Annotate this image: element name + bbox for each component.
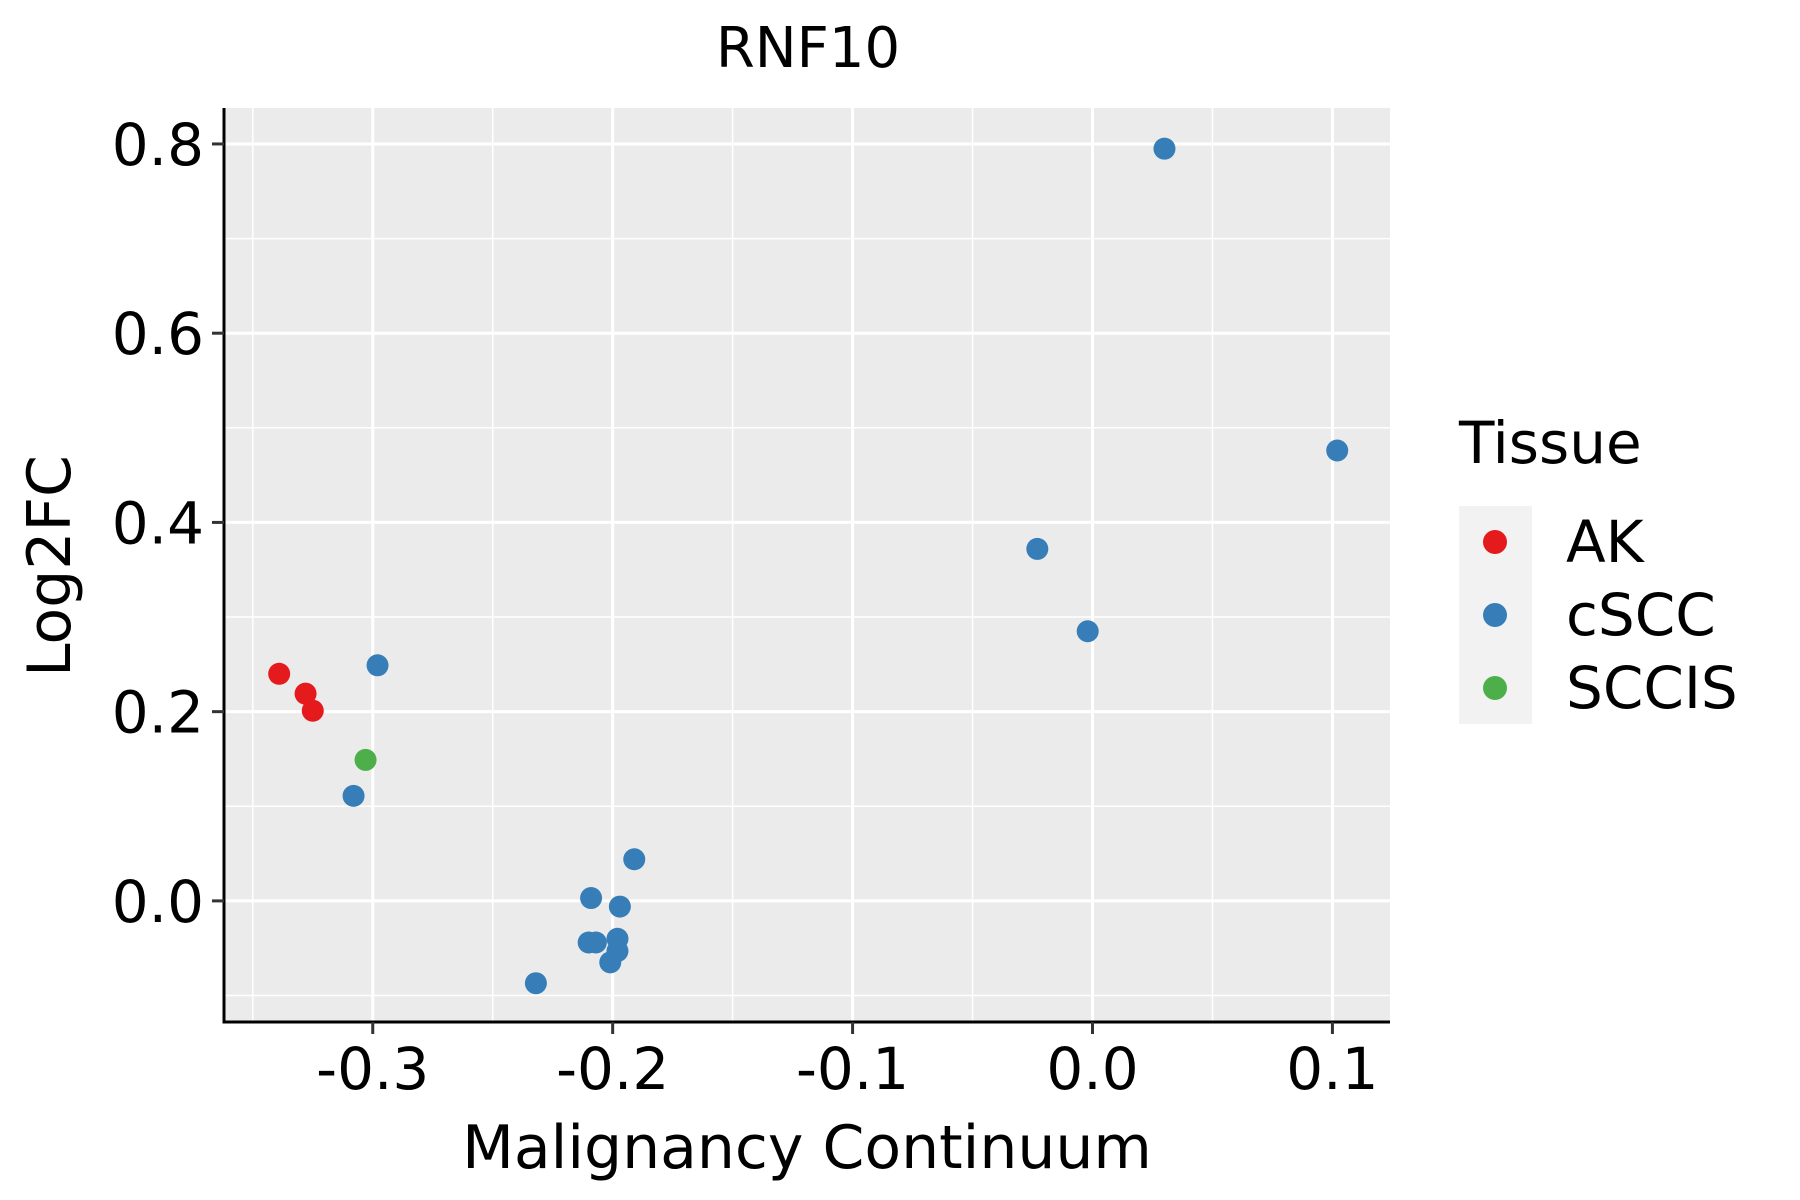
x-axis-ticks: -0.3 -0.2 -0.1 0.0 0.1 <box>316 1022 1379 1103</box>
legend-key-cscc <box>1483 603 1507 627</box>
x-tick-label: 0.0 <box>1046 1035 1138 1103</box>
x-tick-label: -0.2 <box>556 1035 669 1103</box>
legend-label-cscc: cSCC <box>1566 581 1716 649</box>
y-tick-label: 0.2 <box>112 679 204 747</box>
x-axis-label: Malignancy Continuum <box>462 1113 1152 1183</box>
y-axis-ticks: 0.0 0.2 0.4 0.6 0.8 <box>112 111 224 936</box>
legend-key-ak <box>1483 530 1507 554</box>
y-axis-label: Log2FC <box>15 455 85 677</box>
legend-label-ak: AK <box>1566 508 1646 576</box>
point-sccis <box>354 748 377 771</box>
y-tick-label: 0.8 <box>112 111 204 179</box>
legend-title: Tissue <box>1458 409 1642 477</box>
point-cscc <box>599 951 622 974</box>
y-tick-label: 0.4 <box>112 489 204 557</box>
point-ak <box>268 662 291 685</box>
point-cscc <box>366 654 389 677</box>
major-grid <box>224 108 1390 1022</box>
point-cscc <box>584 931 607 954</box>
point-cscc <box>1076 620 1099 643</box>
chart-title: RNF10 <box>716 16 900 81</box>
point-cscc <box>580 887 603 910</box>
x-tick-label: -0.3 <box>316 1035 429 1103</box>
point-cscc <box>1153 137 1176 160</box>
point-cscc <box>1026 537 1049 560</box>
point-cscc <box>1326 439 1349 462</box>
point-cscc <box>608 895 631 918</box>
point-cscc <box>524 972 547 995</box>
minor-grid <box>224 108 1390 1022</box>
point-cscc <box>623 848 646 871</box>
point-ak <box>301 699 324 722</box>
x-tick-label: -0.1 <box>796 1035 909 1103</box>
y-tick-label: 0.6 <box>112 300 204 368</box>
y-tick-label: 0.0 <box>112 868 204 936</box>
point-cscc <box>342 784 365 807</box>
legend-key-sccis <box>1483 676 1507 700</box>
point-ak <box>294 682 317 705</box>
data-points <box>268 137 1349 995</box>
x-tick-label: 0.1 <box>1286 1035 1378 1103</box>
legend-label-sccis: SCCIS <box>1566 654 1738 722</box>
plot-panel <box>224 108 1390 1022</box>
